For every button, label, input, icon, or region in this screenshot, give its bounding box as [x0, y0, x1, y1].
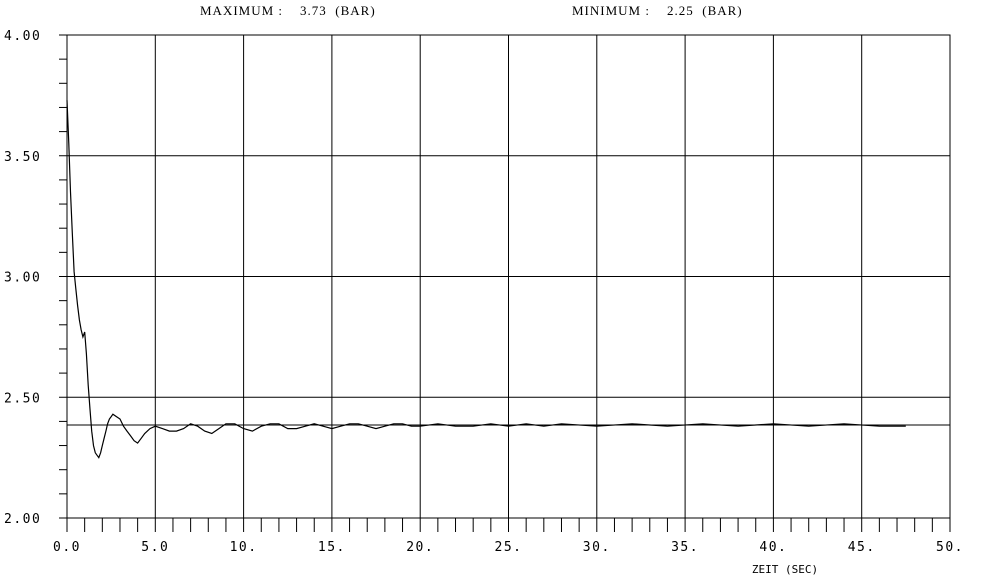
- x-tick-label: 5.0: [141, 540, 169, 555]
- minor-ticks: [59, 35, 950, 532]
- y-tick-label: 2.50: [4, 391, 41, 406]
- x-tick-label: 45.: [848, 540, 876, 555]
- x-tick-label: 0.0: [53, 540, 81, 555]
- x-tick-label: 20.: [406, 540, 434, 555]
- y-tick-label: 2.00: [4, 512, 41, 527]
- x-tick-label: 30.: [583, 540, 611, 555]
- y-tick-label: 4.00: [4, 29, 41, 44]
- y-tick-labels: 2.00 2.50 3.00 3.50 4.00: [4, 29, 41, 527]
- x-tick-labels: 0.0 5.0 10. 15. 20. 25. 30. 35. 40. 45. 50.: [53, 540, 964, 555]
- x-tick-label: 15.: [318, 540, 346, 555]
- x-tick-label: 10.: [230, 540, 258, 555]
- grid-lines: [67, 35, 950, 518]
- x-tick-label: 40.: [759, 540, 787, 555]
- y-tick-label: 3.00: [4, 271, 41, 286]
- y-tick-label: 3.50: [4, 150, 41, 165]
- x-tick-label: 50.: [936, 540, 964, 555]
- x-tick-label: 35.: [671, 540, 699, 555]
- x-tick-label: 25.: [495, 540, 523, 555]
- series-line: [67, 100, 906, 457]
- x-axis-label: ZEIT (SEC): [752, 563, 818, 576]
